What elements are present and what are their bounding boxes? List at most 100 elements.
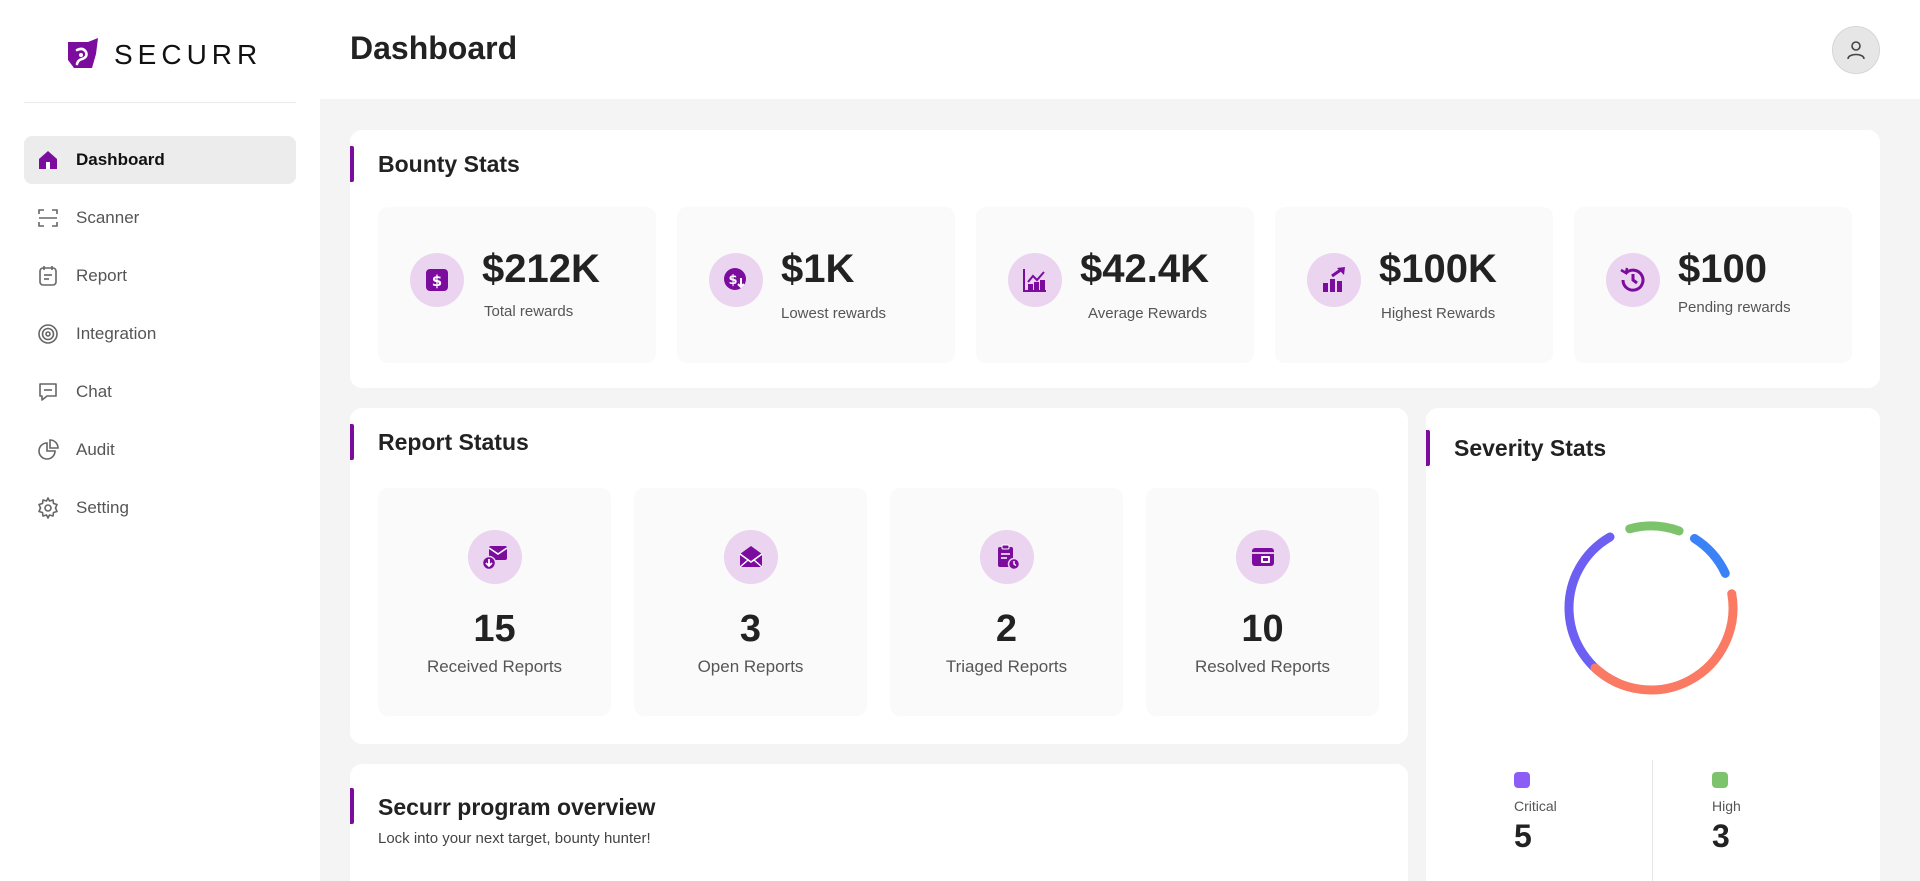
report-count: 10	[1241, 608, 1284, 650]
card-accent-bar	[350, 146, 354, 182]
report-label: Resolved Reports	[1194, 657, 1331, 676]
stat-lowest-rewards: $ $1K Lowest rewards	[677, 207, 955, 363]
rep-icon-wrap	[467, 530, 522, 584]
resolved-icon	[1251, 548, 1274, 566]
donut-segment	[1625, 521, 1684, 536]
brand-logo[interactable]: SECURR	[66, 38, 262, 72]
scan-icon	[38, 209, 58, 227]
mail-open-icon	[739, 546, 762, 568]
sidebar-item-label: Integration	[76, 324, 157, 343]
dollar-down-icon: $	[724, 268, 746, 290]
svg-text:$: $	[728, 273, 737, 288]
stat-total-rewards: $ $212K Total rewards	[378, 207, 656, 363]
integration-icon	[38, 324, 58, 344]
chart-icon	[1023, 269, 1046, 292]
overview-title: Securr program overview	[378, 794, 656, 820]
report-received: 15 Received Reports	[378, 488, 611, 716]
stat-label: Average Rewards	[1088, 305, 1207, 322]
stat-value: $100K	[1379, 247, 1497, 291]
top-header: Dashboard	[320, 0, 1920, 99]
stat-icon-wrap	[1008, 253, 1062, 307]
report-open: 3 Open Reports	[634, 488, 867, 716]
stat-icon-wrap: $	[709, 253, 763, 307]
sidebar-item-integration[interactable]: Integration	[24, 310, 296, 358]
legend-swatch	[1712, 772, 1728, 788]
sidebar-item-label: Setting	[76, 498, 129, 517]
legend-high: High 3	[1712, 772, 1741, 855]
page-title: Dashboard	[350, 30, 518, 66]
stat-value: $1K	[781, 247, 855, 291]
clipboard-icon	[997, 544, 1020, 571]
report-label: Triaged Reports	[945, 657, 1068, 676]
sidebar-divider	[24, 102, 296, 103]
severity-donut-chart	[1564, 521, 1738, 695]
legend-value: 3	[1712, 818, 1730, 854]
stat-label: Pending rewards	[1678, 299, 1791, 316]
donut-segment	[1590, 589, 1738, 695]
overview-subtitle: Lock into your next target, bounty hunte…	[378, 830, 651, 847]
sidebar-item-label: Chat	[76, 382, 112, 401]
stat-value: $42.4K	[1080, 247, 1209, 291]
sidebar-item-label: Dashboard	[76, 150, 165, 169]
legend-swatch	[1514, 772, 1530, 788]
stat-icon-wrap	[1307, 253, 1361, 307]
mail-received-icon	[481, 546, 507, 571]
severity-stats-title: Severity Stats	[1454, 435, 1607, 461]
legend-critical: Critical 5	[1514, 772, 1557, 855]
rep-icon-wrap	[723, 530, 778, 584]
user-icon	[1847, 41, 1865, 60]
report-count: 3	[739, 608, 762, 650]
report-label: Open Reports	[697, 657, 804, 676]
sidebar-item-chat[interactable]: Chat	[24, 368, 296, 416]
bounty-stats-card: Bounty Stats $ $212K Total rewards $ $1K…	[350, 130, 1880, 388]
report-icon	[39, 266, 57, 286]
sidebar-item-dashboard[interactable]: Dashboard	[24, 136, 296, 184]
stat-label: Lowest rewards	[781, 305, 887, 322]
audit-icon	[38, 439, 59, 460]
sidebar-item-label: Audit	[76, 440, 115, 459]
stat-icon-wrap: $	[410, 253, 464, 307]
gear-icon	[38, 497, 58, 519]
rep-icon-wrap	[979, 530, 1034, 584]
report-status-card: Report Status 15 Received Reports 3 Open…	[350, 408, 1408, 744]
legend-divider	[1652, 760, 1653, 881]
sidebar: SECURR Dashboard Scanner Report Integrat…	[0, 0, 320, 881]
sidebar-item-report[interactable]: Report	[24, 252, 296, 300]
donut-segment	[1689, 533, 1730, 578]
chat-icon	[39, 383, 57, 401]
donut-arcs	[1564, 521, 1738, 695]
report-count: 15	[473, 608, 516, 650]
sidebar-nav: Dashboard Scanner Report Integration Cha…	[24, 136, 296, 542]
card-accent-bar	[1426, 430, 1430, 466]
sidebar-item-label: Scanner	[76, 208, 140, 227]
card-accent-bar	[350, 424, 354, 460]
card-accent-bar	[350, 788, 354, 824]
legend-value: 5	[1514, 818, 1532, 854]
stat-value: $100	[1678, 247, 1767, 291]
stat-highest-rewards: $100K Highest Rewards	[1275, 207, 1553, 363]
dollar-icon: $	[426, 269, 448, 291]
home-icon	[39, 151, 57, 169]
report-status-title: Report Status	[378, 429, 529, 455]
stat-icon-wrap	[1606, 253, 1660, 307]
stat-value: $212K	[482, 247, 600, 291]
bounty-stats-title: Bounty Stats	[378, 151, 520, 177]
svg-text:$: $	[432, 272, 442, 290]
sidebar-item-scanner[interactable]: Scanner	[24, 194, 296, 242]
donut-segment	[1564, 532, 1621, 687]
program-overview-card: Securr program overview Lock into your n…	[350, 764, 1408, 881]
securr-logo-icon	[68, 38, 98, 68]
stat-label: Highest Rewards	[1381, 305, 1496, 322]
sidebar-item-audit[interactable]: Audit	[24, 426, 296, 474]
history-icon	[1620, 267, 1645, 292]
avatar[interactable]	[1832, 26, 1880, 74]
legend-label: High	[1712, 798, 1741, 814]
report-label: Received Reports	[426, 657, 563, 676]
severity-stats-card: Severity Stats Critical 5 High 3	[1426, 408, 1880, 881]
report-triaged: 2 Triaged Reports	[890, 488, 1123, 716]
sidebar-item-setting[interactable]: Setting	[24, 484, 296, 532]
legend-label: Critical	[1514, 798, 1557, 814]
sidebar-item-label: Report	[76, 266, 128, 285]
stat-label: Total rewards	[484, 303, 574, 320]
rep-icon-wrap	[1235, 530, 1290, 584]
